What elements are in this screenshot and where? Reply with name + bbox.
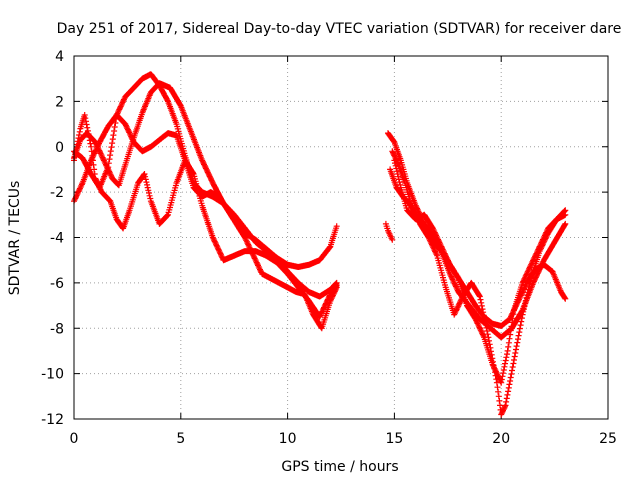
plot-frame <box>73 55 609 420</box>
x-tick-label: 25 <box>599 431 617 447</box>
y-tick-label: -4 <box>50 231 64 247</box>
y-tick-label: -10 <box>41 367 64 383</box>
data-point-markers <box>382 220 396 243</box>
y-tick-label: -2 <box>50 185 64 201</box>
x-tick-label: 10 <box>279 431 297 447</box>
chart-title: Day 251 of 2017, Sidereal Day-to-day VTE… <box>57 21 622 37</box>
series-track-9 <box>382 220 396 243</box>
x-tick-label: 0 <box>70 431 79 447</box>
x-axis-label: GPS time / hours <box>281 459 398 475</box>
x-tick-label: 20 <box>492 431 510 447</box>
y-tick-label: -6 <box>50 276 64 292</box>
y-tick-label: 2 <box>55 94 64 110</box>
data-point-markers <box>389 148 569 418</box>
data-series <box>71 71 569 418</box>
x-tick-label: 5 <box>176 431 185 447</box>
y-tick-label: 4 <box>55 49 64 65</box>
x-tick-label: 15 <box>385 431 403 447</box>
y-tick-label: -8 <box>50 321 64 337</box>
tick-labels: 0 5 10 15 20 25 -12 -10 -8 -6 -4 -2 0 2 4 <box>41 49 617 447</box>
y-tick-label: -12 <box>41 412 64 428</box>
y-axis-label: SDTVAR / TECUs <box>7 181 23 296</box>
y-tick-label: 0 <box>55 140 64 156</box>
series-track-8 <box>389 148 569 418</box>
